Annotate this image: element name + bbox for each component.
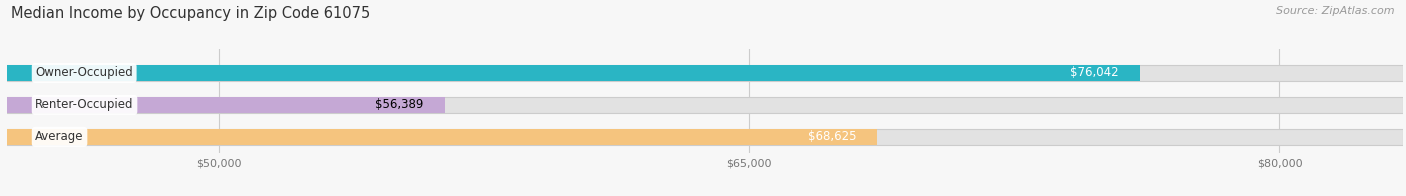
Text: Renter-Occupied: Renter-Occupied bbox=[35, 98, 134, 112]
Text: Average: Average bbox=[35, 130, 84, 143]
Text: $76,042: $76,042 bbox=[1070, 66, 1118, 79]
Text: Source: ZipAtlas.com: Source: ZipAtlas.com bbox=[1277, 6, 1395, 16]
Text: Median Income by Occupancy in Zip Code 61075: Median Income by Occupancy in Zip Code 6… bbox=[11, 6, 371, 21]
Bar bbox=[7, 65, 1403, 81]
Text: Owner-Occupied: Owner-Occupied bbox=[35, 66, 134, 79]
Bar bbox=[7, 129, 1403, 145]
Text: $68,625: $68,625 bbox=[807, 130, 856, 143]
Bar bbox=[7, 129, 877, 145]
Text: $56,389: $56,389 bbox=[375, 98, 423, 112]
Bar bbox=[7, 97, 444, 113]
Bar bbox=[7, 97, 1403, 113]
Bar bbox=[7, 65, 1140, 81]
